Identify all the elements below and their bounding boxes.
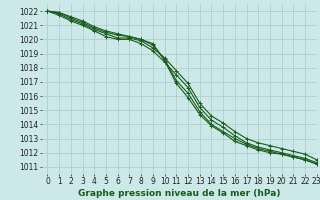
X-axis label: Graphe pression niveau de la mer (hPa): Graphe pression niveau de la mer (hPa): [78, 189, 280, 198]
